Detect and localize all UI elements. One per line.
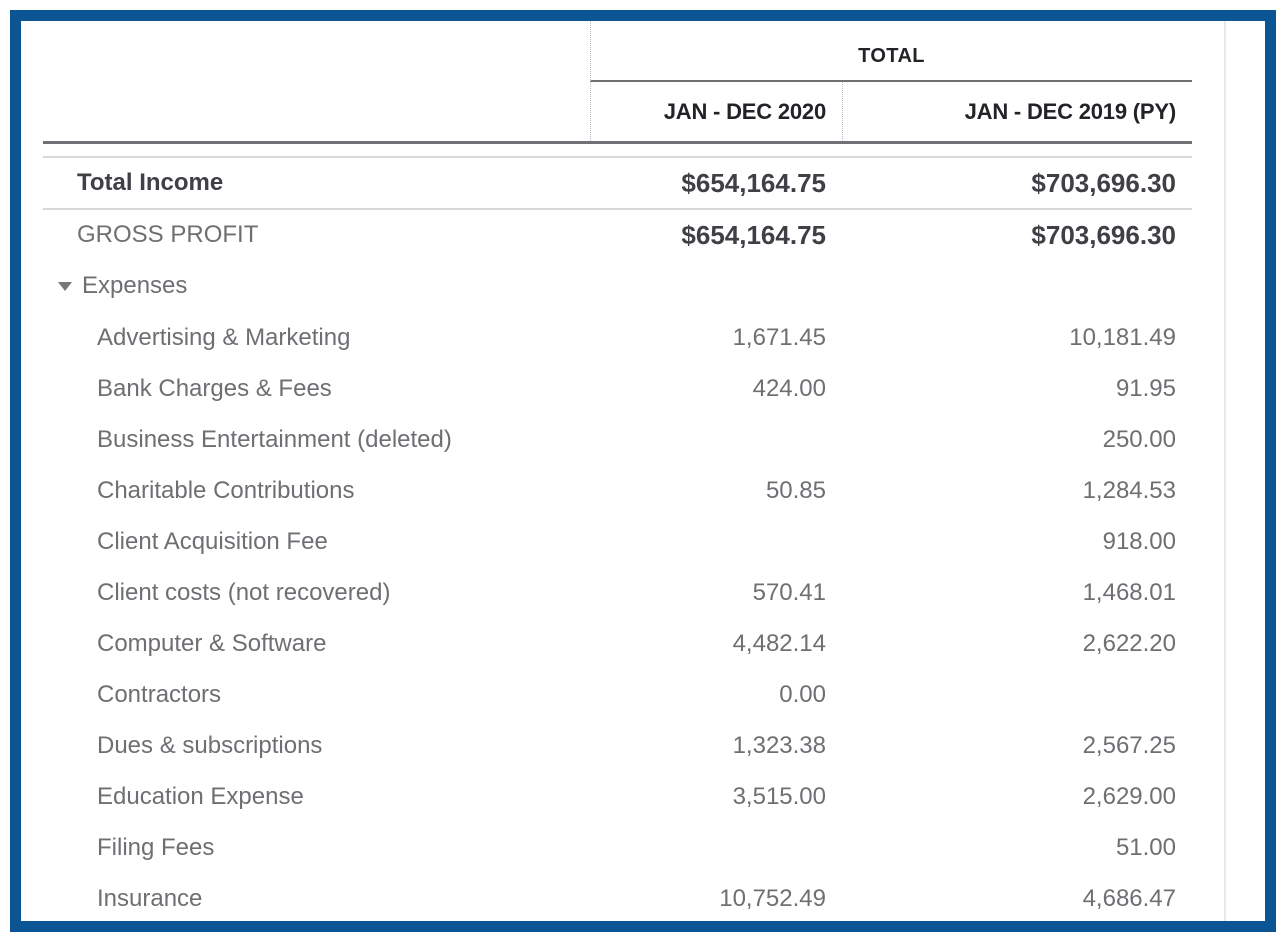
- table-row: Client costs (not recovered) 570.41 1,46…: [21, 567, 1192, 618]
- expense-label: Charitable Contributions: [97, 476, 355, 504]
- amount-cell[interactable]: 51.00: [1115, 833, 1176, 861]
- amount-cell[interactable]: 10,752.49: [719, 884, 826, 912]
- amount-cell[interactable]: 250.00: [1102, 425, 1176, 453]
- account-column-spacer: [21, 82, 590, 141]
- expense-label: Contractors: [97, 680, 222, 708]
- table-row: Business Entertainment (deleted) 250.00: [21, 414, 1192, 465]
- amount-cell[interactable]: 1,671.45: [732, 323, 826, 351]
- expense-label: Bank Charges & Fees: [97, 374, 332, 402]
- spacer: [21, 144, 1192, 156]
- table-row: Bank Charges & Fees 424.00 91.95: [21, 363, 1192, 414]
- table-row: Insurance 10,752.49 4,686.47: [21, 873, 1192, 921]
- expenses-section-header[interactable]: Expenses: [21, 260, 1192, 312]
- section-label: Expenses: [82, 272, 188, 299]
- amount-cell[interactable]: 10,181.49: [1069, 323, 1176, 351]
- column-header-row: JAN - DEC 2020 JAN - DEC 2019 (PY): [21, 82, 1192, 141]
- expense-label: Client costs (not recovered): [97, 578, 391, 606]
- expense-label: Advertising & Marketing: [97, 323, 351, 351]
- amount-cell[interactable]: 4,482.14: [732, 629, 826, 657]
- amount-cell[interactable]: $703,696.30: [1031, 219, 1176, 250]
- amount-cell[interactable]: 2,629.00: [1082, 782, 1176, 810]
- table-row: Education Expense 3,515.00 2,629.00: [21, 771, 1192, 822]
- amount-cell[interactable]: 0.00: [779, 680, 826, 708]
- triangle-down-icon[interactable]: [58, 281, 72, 291]
- expense-label: Dues & subscriptions: [97, 731, 323, 759]
- table-row: Computer & Software 4,482.14 2,622.20: [21, 618, 1192, 669]
- table-row: Filing Fees 51.00: [21, 822, 1192, 873]
- amount-cell[interactable]: 570.41: [752, 578, 826, 606]
- column-header-2019: JAN - DEC 2019 (PY): [842, 82, 1192, 141]
- table-row-total-income: Total Income $654,164.75 $703,696.30: [21, 158, 1192, 208]
- column-header-2020: JAN - DEC 2020: [590, 82, 842, 141]
- pane-divider-line: [1224, 21, 1226, 921]
- row-divider-rule: [43, 208, 1192, 210]
- amount-cell[interactable]: 1,468.01: [1082, 578, 1176, 606]
- expense-label: Education Expense: [97, 782, 304, 810]
- account-column-spacer: [21, 21, 590, 82]
- amount-cell[interactable]: 2,622.20: [1082, 629, 1176, 657]
- expense-label: Client Acquisition Fee: [97, 527, 328, 555]
- total-header-cell: TOTAL: [590, 21, 1192, 82]
- report-focus-frame: TOTAL JAN - DEC 2020 JAN - DEC 2019 (PY)…: [10, 10, 1276, 932]
- amount-cell[interactable]: $703,696.30: [1031, 167, 1176, 198]
- row-label: GROSS PROFIT: [77, 221, 259, 248]
- amount-cell[interactable]: $654,164.75: [681, 219, 826, 250]
- table-row: Charitable Contributions 50.85 1,284.53: [21, 465, 1192, 516]
- table-row: Dues & subscriptions 1,323.38 2,567.25: [21, 720, 1192, 771]
- table-row: Advertising & Marketing 1,671.45 10,181.…: [21, 312, 1192, 363]
- table-row-gross-profit: GROSS PROFIT $654,164.75 $703,696.30: [21, 210, 1192, 260]
- amount-cell[interactable]: 2,567.25: [1082, 731, 1176, 759]
- expense-label: Insurance: [97, 884, 203, 912]
- amount-cell[interactable]: $654,164.75: [681, 167, 826, 198]
- amount-cell[interactable]: 424.00: [752, 374, 826, 402]
- expense-label: Business Entertainment (deleted): [97, 425, 452, 453]
- expense-label: Computer & Software: [97, 629, 327, 657]
- table-row: Client Acquisition Fee 918.00: [21, 516, 1192, 567]
- amount-cell[interactable]: 918.00: [1102, 527, 1176, 555]
- profit-loss-table: TOTAL JAN - DEC 2020 JAN - DEC 2019 (PY)…: [21, 21, 1192, 921]
- report-content: TOTAL JAN - DEC 2020 JAN - DEC 2019 (PY)…: [21, 21, 1265, 921]
- amount-cell[interactable]: 3,515.00: [732, 782, 826, 810]
- amount-cell[interactable]: 50.85: [765, 476, 826, 504]
- amount-cell[interactable]: 1,284.53: [1082, 476, 1176, 504]
- summary-top-rule: [43, 156, 1192, 158]
- expense-label: Filing Fees: [97, 833, 215, 861]
- amount-cell[interactable]: 4,686.47: [1082, 884, 1176, 912]
- header-bottom-rule: [43, 141, 1192, 144]
- total-header-row: TOTAL: [21, 21, 1192, 82]
- table-row: Contractors 0.00: [21, 669, 1192, 720]
- amount-cell[interactable]: 1,323.38: [732, 731, 826, 759]
- row-label: Total Income: [77, 169, 224, 196]
- amount-cell[interactable]: 91.95: [1115, 374, 1176, 402]
